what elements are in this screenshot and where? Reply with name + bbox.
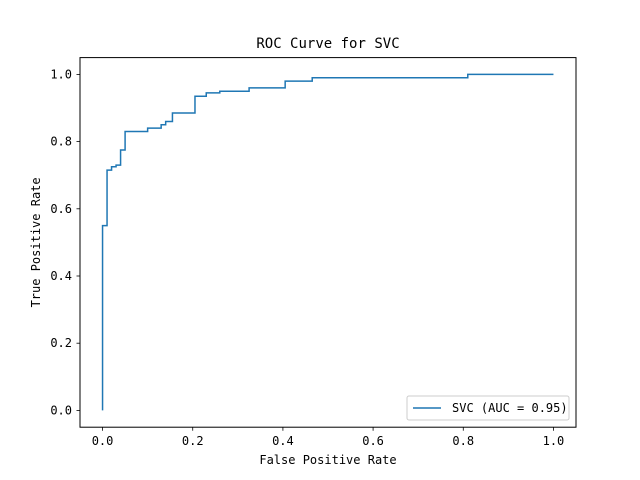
y-axis-label: True Positive Rate <box>29 177 43 307</box>
y-tick-label: 0.4 <box>50 269 72 283</box>
roc-curve-line <box>101 73 554 411</box>
chart-title: ROC Curve for SVC <box>256 36 399 52</box>
x-tick-label: 0.6 <box>362 434 384 448</box>
y-tick-label: 0.6 <box>50 202 72 216</box>
legend: SVC (AUC = 0.95) <box>406 395 570 421</box>
x-tick-label: 0.4 <box>272 434 294 448</box>
y-tick-label: 0.0 <box>50 403 72 417</box>
x-axis-ticks: 0.0 0.2 0.4 0.6 0.8 1.0 <box>92 427 565 448</box>
legend-entry-label: SVC (AUC = 0.95) <box>452 401 568 415</box>
legend-box <box>406 395 570 421</box>
y-tick-label: 0.2 <box>50 336 72 350</box>
plot-frame <box>79 57 577 428</box>
x-tick-label: 0.8 <box>452 434 474 448</box>
x-axis-label: False Positive Rate <box>259 453 396 467</box>
curve-layer <box>101 73 554 411</box>
y-tick-label: 0.8 <box>50 135 72 149</box>
x-tick-label: 1.0 <box>543 434 565 448</box>
y-tick-label: 1.0 <box>50 67 72 81</box>
y-axis-ticks: 0.0 0.2 0.4 0.6 0.8 1.0 <box>50 67 80 417</box>
x-tick-label: 0.0 <box>92 434 114 448</box>
plot-area <box>80 57 576 428</box>
x-tick-label: 0.2 <box>182 434 204 448</box>
